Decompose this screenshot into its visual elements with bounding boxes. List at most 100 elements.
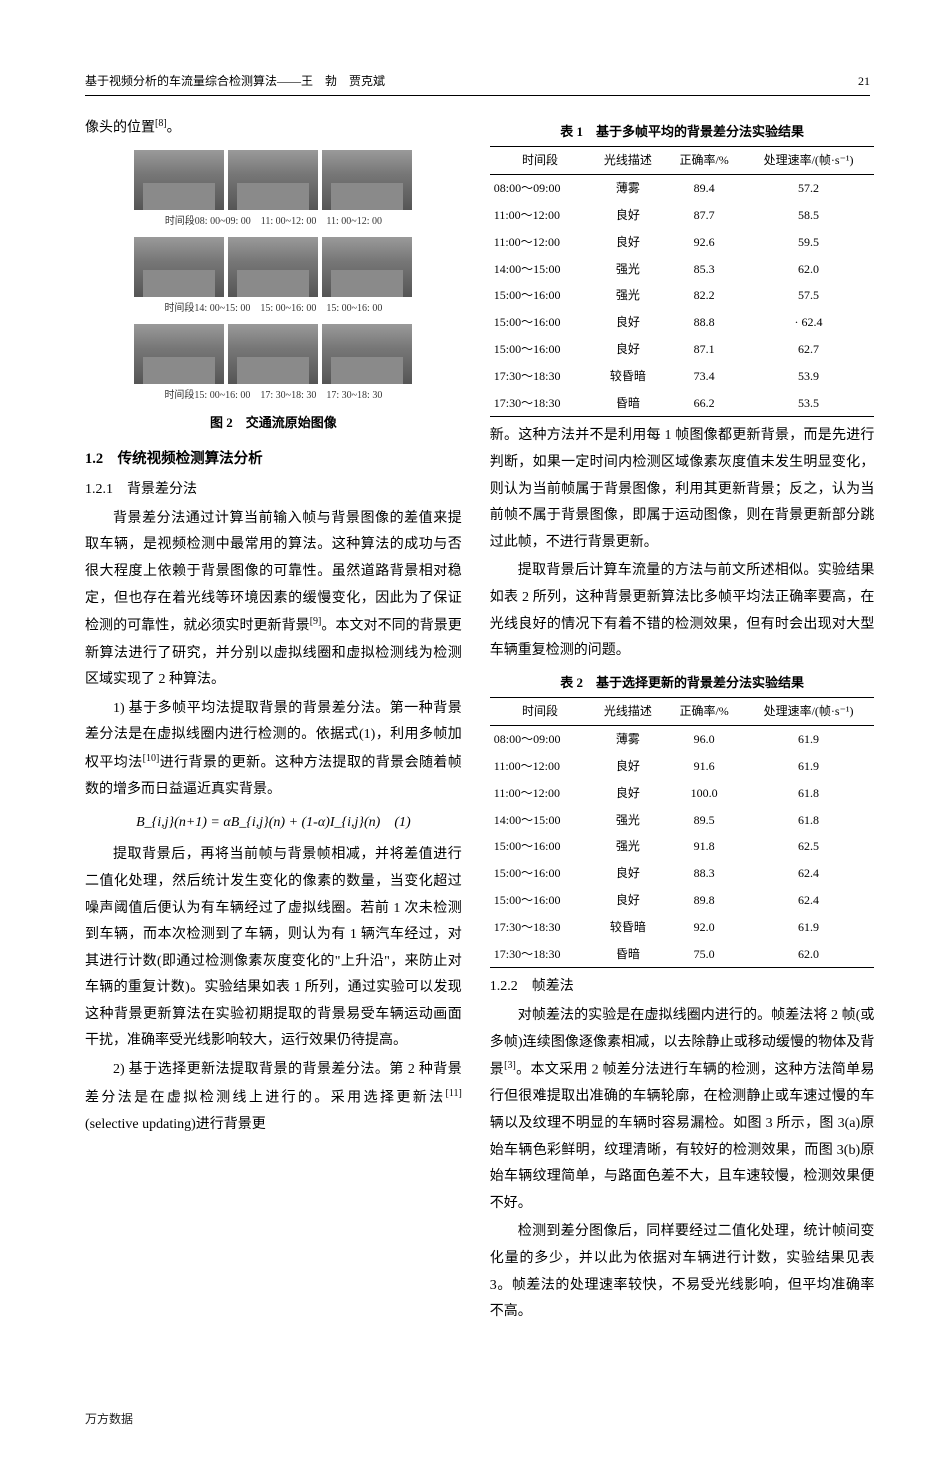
table-row: 15:00～16:00强光91.862.5 — [490, 833, 875, 860]
table-cell: 88.3 — [666, 860, 743, 887]
table-header-row: 时间段 光线描述 正确率/% 处理速率/(帧·s⁻¹) — [490, 147, 875, 175]
table-row: 17:30～18:30较昏暗92.061.9 — [490, 914, 875, 941]
table-cell: 强光 — [590, 256, 665, 283]
paragraph: 2) 基于选择更新法提取背景的背景差分法。第 2 种背景差分法是在虚拟检测线上进… — [85, 1057, 462, 1138]
table-cell: 17:30～18:30 — [490, 914, 590, 941]
paragraph: 1) 基于多帧平均法提取背景的背景差分法。第一种背景差分法是在虚拟线圈内进行检测… — [85, 696, 462, 804]
header-title: 基于视频分析的车流量综合检测算法——王 勃 贾克斌 — [85, 70, 385, 93]
table-cell: 92.0 — [666, 914, 743, 941]
table-cell: 薄雾 — [590, 175, 665, 202]
table-cell: 62.4 — [743, 860, 875, 887]
continued-sentence: 像头的位置[8]。 — [85, 114, 462, 142]
th: 时间段 — [490, 147, 590, 175]
fig-row-caption: 时间段14: 00~15: 00 15: 00~16: 00 15: 00~16… — [85, 299, 462, 318]
ref-11: [11] — [446, 1088, 462, 1099]
table-cell: 良好 — [590, 309, 665, 336]
th: 正确率/% — [666, 147, 743, 175]
table-cell: 88.8 — [666, 309, 743, 336]
table-row: 15:00～16:00良好88.362.4 — [490, 860, 875, 887]
table-row: 11:00～12:00良好92.659.5 — [490, 229, 875, 256]
table-cell: 11:00～12:00 — [490, 753, 590, 780]
ref-9: [9] — [310, 616, 322, 627]
table-cell: 59.5 — [743, 229, 875, 256]
page-number: 21 — [858, 70, 870, 93]
equation-1: B_{i,j}(n+1) = αB_{i,j}(n) + (1-α)I_{i,j… — [85, 810, 462, 837]
traffic-image — [134, 324, 224, 384]
table-1: 时间段 光线描述 正确率/% 处理速率/(帧·s⁻¹) 08:00～09:00薄… — [490, 146, 875, 417]
table-cell: 较昏暗 — [590, 363, 665, 390]
table-cell: 15:00～16:00 — [490, 887, 590, 914]
page-header: 基于视频分析的车流量综合检测算法——王 勃 贾克斌 21 — [85, 70, 870, 96]
table-1-caption: 表 1 基于多帧平均的背景差分法实验结果 — [490, 120, 875, 145]
table-cell: 82.2 — [666, 282, 743, 309]
table-header-row: 时间段 光线描述 正确率/% 处理速率/(帧·s⁻¹) — [490, 698, 875, 726]
table-cell: 14:00～15:00 — [490, 256, 590, 283]
table-row: 11:00～12:00良好100.061.8 — [490, 780, 875, 807]
fig-row-caption: 时间段08: 00~09: 00 11: 00~12: 00 11: 00~12… — [85, 212, 462, 231]
left-column: 像头的位置[8]。 时间段08: 00~09: 00 11: 00~12: 00… — [85, 114, 462, 1328]
table-cell: 85.3 — [666, 256, 743, 283]
table-cell: 强光 — [590, 282, 665, 309]
table-row: 15:00～16:00强光82.257.5 — [490, 282, 875, 309]
table-cell: 75.0 — [666, 941, 743, 968]
table-cell: 91.8 — [666, 833, 743, 860]
table-cell: · 62.4 — [743, 309, 875, 336]
table-cell: 17:30～18:30 — [490, 941, 590, 968]
traffic-image — [322, 150, 412, 210]
paragraph: 对帧差法的实验是在虚拟线圈内进行的。帧差法将 2 帧(或多帧)连续图像逐像素相减… — [490, 1003, 875, 1217]
table-cell: 良好 — [590, 336, 665, 363]
table-cell: 08:00～09:00 — [490, 726, 590, 753]
table-cell: 61.9 — [743, 914, 875, 941]
ref-8: [8] — [155, 118, 167, 129]
figure-2: 时间段08: 00~09: 00 11: 00~12: 00 11: 00~12… — [85, 150, 462, 436]
table-cell: 89.8 — [666, 887, 743, 914]
table-cell: 强光 — [590, 807, 665, 834]
heading-1-2-2: 1.2.2 帧差法 — [490, 974, 875, 1001]
table-cell: 100.0 — [666, 780, 743, 807]
table-cell: 昏暗 — [590, 390, 665, 417]
th: 时间段 — [490, 698, 590, 726]
right-column: 表 1 基于多帧平均的背景差分法实验结果 时间段 光线描述 正确率/% 处理速率… — [490, 114, 875, 1328]
th: 正确率/% — [666, 698, 743, 726]
table-cell: 61.8 — [743, 780, 875, 807]
table-row: 11:00～12:00良好91.661.9 — [490, 753, 875, 780]
table-row: 15:00～16:00良好87.162.7 — [490, 336, 875, 363]
table-cell: 强光 — [590, 833, 665, 860]
ref-10: [10] — [143, 753, 160, 764]
table-row: 14:00～15:00强光89.561.8 — [490, 807, 875, 834]
table-cell: 17:30～18:30 — [490, 390, 590, 417]
table-cell: 良好 — [590, 780, 665, 807]
heading-1-2: 1.2 传统视频检测算法分析 — [85, 446, 462, 474]
table-row: 08:00～09:00薄雾89.457.2 — [490, 175, 875, 202]
table-cell: 66.2 — [666, 390, 743, 417]
table-cell: 62.4 — [743, 887, 875, 914]
table-cell: 61.9 — [743, 753, 875, 780]
traffic-image — [322, 237, 412, 297]
table-cell: 87.7 — [666, 202, 743, 229]
table-cell: 62.0 — [743, 941, 875, 968]
table-cell: 较昏暗 — [590, 914, 665, 941]
table-cell: 良好 — [590, 202, 665, 229]
table-cell: 58.5 — [743, 202, 875, 229]
table-row: 17:30～18:30较昏暗73.453.9 — [490, 363, 875, 390]
ref-3: [3] — [504, 1060, 516, 1071]
paragraph: 提取背景后，再将当前帧与背景帧相减，并将差值进行二值化处理，然后统计发生变化的像… — [85, 842, 462, 1055]
table-cell: 15:00～16:00 — [490, 282, 590, 309]
table-cell: 57.2 — [743, 175, 875, 202]
table-cell: 良好 — [590, 753, 665, 780]
table-cell: 62.0 — [743, 256, 875, 283]
table-cell: 57.5 — [743, 282, 875, 309]
table-2-caption: 表 2 基于选择更新的背景差分法实验结果 — [490, 671, 875, 696]
heading-1-2-1: 1.2.1 背景差分法 — [85, 477, 462, 504]
table-row: 11:00～12:00良好87.758.5 — [490, 202, 875, 229]
traffic-image — [228, 150, 318, 210]
table-cell: 91.6 — [666, 753, 743, 780]
table-cell: 15:00～16:00 — [490, 833, 590, 860]
footer-source: 万方数据 — [85, 1408, 870, 1431]
table-row: 17:30～18:30昏暗66.253.5 — [490, 390, 875, 417]
table-row: 15:00～16:00良好89.862.4 — [490, 887, 875, 914]
table-cell: 62.5 — [743, 833, 875, 860]
table-cell: 89.4 — [666, 175, 743, 202]
paragraph: 提取背景后计算车流量的方法与前文所述相似。实验结果如表 2 所列，这种背景更新算… — [490, 558, 875, 664]
traffic-image — [322, 324, 412, 384]
